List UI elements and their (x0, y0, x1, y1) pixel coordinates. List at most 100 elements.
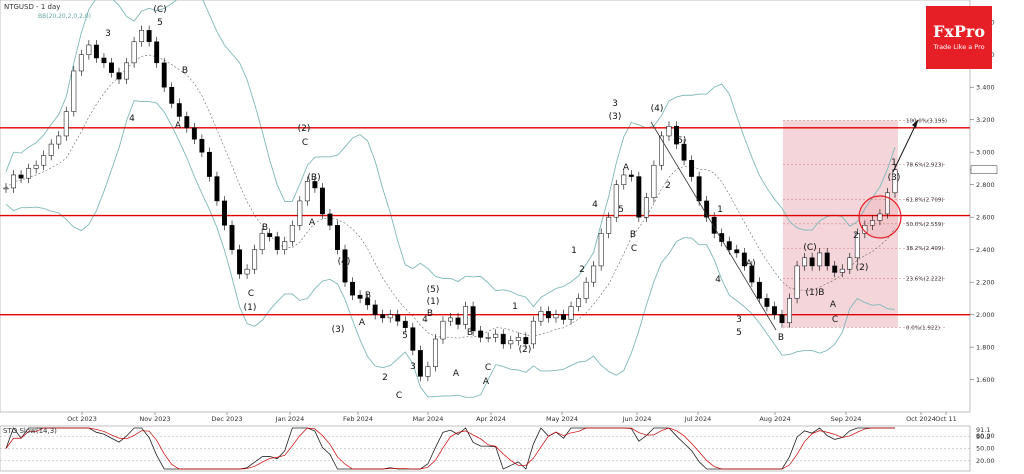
wave-label: A (453, 369, 460, 379)
x-tick-label: Dec 2023 (211, 415, 242, 423)
stochastic-current-value: 91.1 (976, 426, 990, 434)
candle-body (847, 257, 853, 270)
candle-body (885, 192, 890, 215)
wave-label: B (467, 328, 473, 338)
y-tick-label: 1.600 (976, 376, 995, 384)
wave-label: (2) (298, 124, 311, 134)
projection-arrow (892, 119, 919, 173)
candle-body (372, 304, 378, 315)
ticker-label: NTGUSD - 1 day (4, 3, 60, 11)
candle-body (417, 350, 423, 377)
x-tick-label: Sep 2024 (831, 415, 862, 423)
candle-body (41, 155, 47, 166)
candle-body (3, 187, 9, 190)
candle-body (689, 160, 695, 177)
candle-body (252, 249, 258, 270)
candle-body (583, 281, 589, 299)
fib-label: 50.0%(2.559) (906, 222, 944, 228)
x-tick-label: Feb 2024 (343, 415, 373, 423)
fxpro-logo: FxPro Trade Like a Pro (926, 6, 992, 69)
x-tick-label: Aug 2024 (759, 415, 790, 423)
wave-label: B (262, 223, 268, 233)
candle-body (327, 213, 333, 226)
bollinger-bands (5, 0, 896, 398)
wave-label: 2 (853, 231, 859, 241)
wave-label: (1)B (806, 288, 825, 298)
candle-body (877, 213, 883, 221)
wave-label: 3 (105, 29, 111, 39)
wave-label: C (396, 391, 402, 401)
target-circle (858, 195, 902, 239)
candle-body (704, 200, 710, 218)
candle-body (11, 174, 16, 189)
fib-label: 61.8%(2.709) (906, 197, 944, 203)
fibonacci-levels: 100.0%(3.195) 78.6%(2.923) 61.8%(2.709) 50.… (783, 119, 947, 331)
candle-body (794, 265, 800, 299)
candle-body (681, 143, 687, 161)
candle-body (621, 174, 627, 185)
price-panel-frame (0, 0, 971, 413)
wave-label: B (427, 309, 433, 319)
candle-body (892, 169, 898, 194)
x-tick-label: May 2024 (546, 415, 578, 423)
candle-body (568, 306, 574, 320)
wave-label: B (365, 291, 371, 301)
fib-label: 0.0%(1.922) (906, 325, 940, 331)
y-tick-label: 3.000 (976, 149, 995, 157)
wave-label: (B) (307, 173, 320, 183)
candle-body (854, 233, 860, 259)
logo-tagline: Trade Like a Pro (932, 43, 984, 51)
candle-body (26, 168, 32, 179)
candle-body (779, 314, 785, 324)
candle-body (613, 184, 619, 218)
x-tick-label: Mar 2024 (413, 415, 444, 423)
wave-label: (C) (803, 243, 816, 253)
candle-body (463, 306, 469, 325)
candle-body (553, 314, 559, 319)
stochastic-current-value: 90.2 (976, 433, 990, 441)
candle-body (267, 233, 273, 237)
candlesticks (3, 25, 898, 382)
wave-label: A (483, 377, 490, 387)
candle-body (244, 268, 250, 275)
wave-label: 5 (157, 18, 163, 28)
stochastic-d-line (5, 427, 895, 470)
wave-label: (A) (742, 259, 755, 269)
wave-label: B (630, 230, 636, 240)
candle-body (764, 298, 770, 307)
wave-label: 4 (715, 275, 721, 285)
wave-label: 3 (0, 0, 3, 3)
wave-label: (1) (244, 303, 257, 313)
candle-body (432, 338, 438, 367)
candle-body (184, 116, 190, 129)
candle-body (485, 337, 491, 339)
y-tick-label: 2.400 (976, 246, 995, 254)
candle-body (387, 314, 393, 319)
candle-body (628, 174, 634, 177)
wave-label: A (623, 163, 630, 173)
fib-label: 38.2%(2.409) (906, 246, 944, 252)
candle-body (199, 138, 205, 153)
wave-label: (5) (427, 285, 440, 295)
candle-body (206, 151, 212, 177)
candle-body (56, 135, 62, 145)
candle-body (304, 181, 310, 202)
wave-label: (5) (674, 136, 687, 146)
candle-body (154, 41, 160, 64)
wave-label: 5 (618, 205, 624, 215)
candle-body (448, 317, 453, 322)
wave-label: A (359, 318, 366, 328)
wave-label: (3) (888, 173, 901, 183)
logo-badge (926, 6, 992, 69)
current-price-box (970, 165, 998, 174)
candle-body (832, 265, 838, 273)
candle-body (545, 311, 551, 319)
candle-body (259, 233, 265, 250)
lower-band (5, 100, 896, 398)
candle-body (756, 281, 762, 299)
stochastic-label: STO Slow(14,3) (3, 427, 57, 435)
candle-body (93, 44, 99, 59)
wave-label: 5 (736, 328, 742, 338)
candle-body (772, 306, 777, 315)
